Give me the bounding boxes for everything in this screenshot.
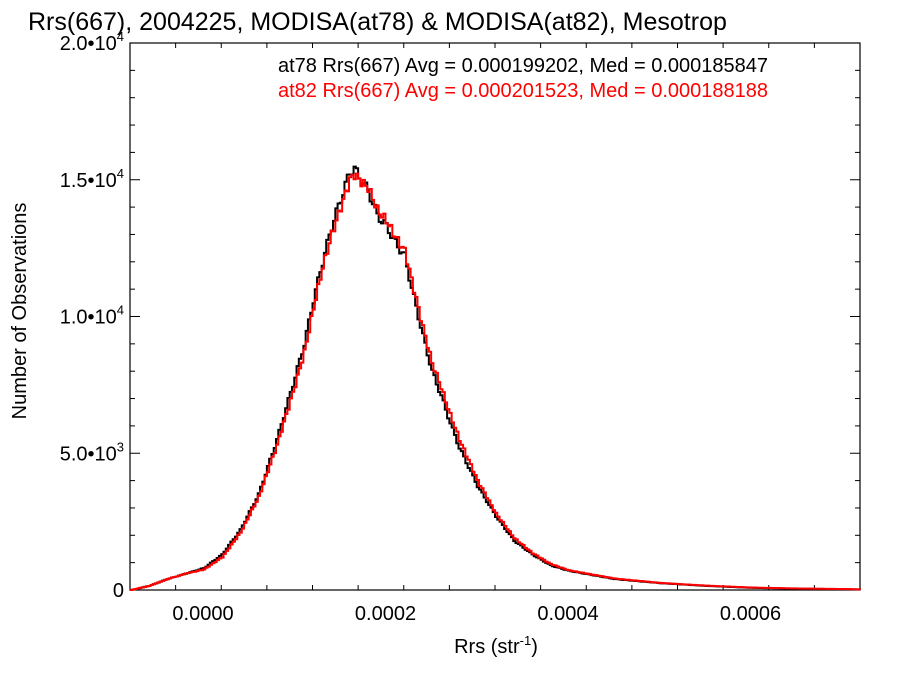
series-at82-line [130,172,861,591]
x-tick-label: 0.0000 [172,603,233,625]
y-tick-label: 1.0•104 [60,303,124,329]
y-tick-label: 0 [113,580,124,602]
chart-title: Rrs(667), 2004225, MODISA(at78) & MODISA… [28,8,727,36]
y-tick-label: 5.0•103 [60,439,124,465]
stats-at82: at82 Rrs(667) Avg = 0.000201523, Med = 0… [278,80,768,102]
y-tick-label: 2.0•104 [60,29,124,55]
x-tick-label: 0.0004 [537,603,598,625]
y-axis-label: Number of Observations [9,203,31,420]
plot-area: 0.0000 0.0002 0.0004 0.0006 0 5.0•103 1.0•104 1… [60,29,861,625]
series-at78-line [130,165,861,591]
x-tick-label: 0.0002 [355,603,416,625]
x-axis-label: Rrs (str-1) [454,633,538,658]
y-tick-label: 1.5•104 [60,166,124,192]
stats-at78: at78 Rrs(667) Avg = 0.000199202, Med = 0… [278,55,768,77]
x-tick-label: 0.0006 [720,603,781,625]
plot-frame [129,42,861,591]
